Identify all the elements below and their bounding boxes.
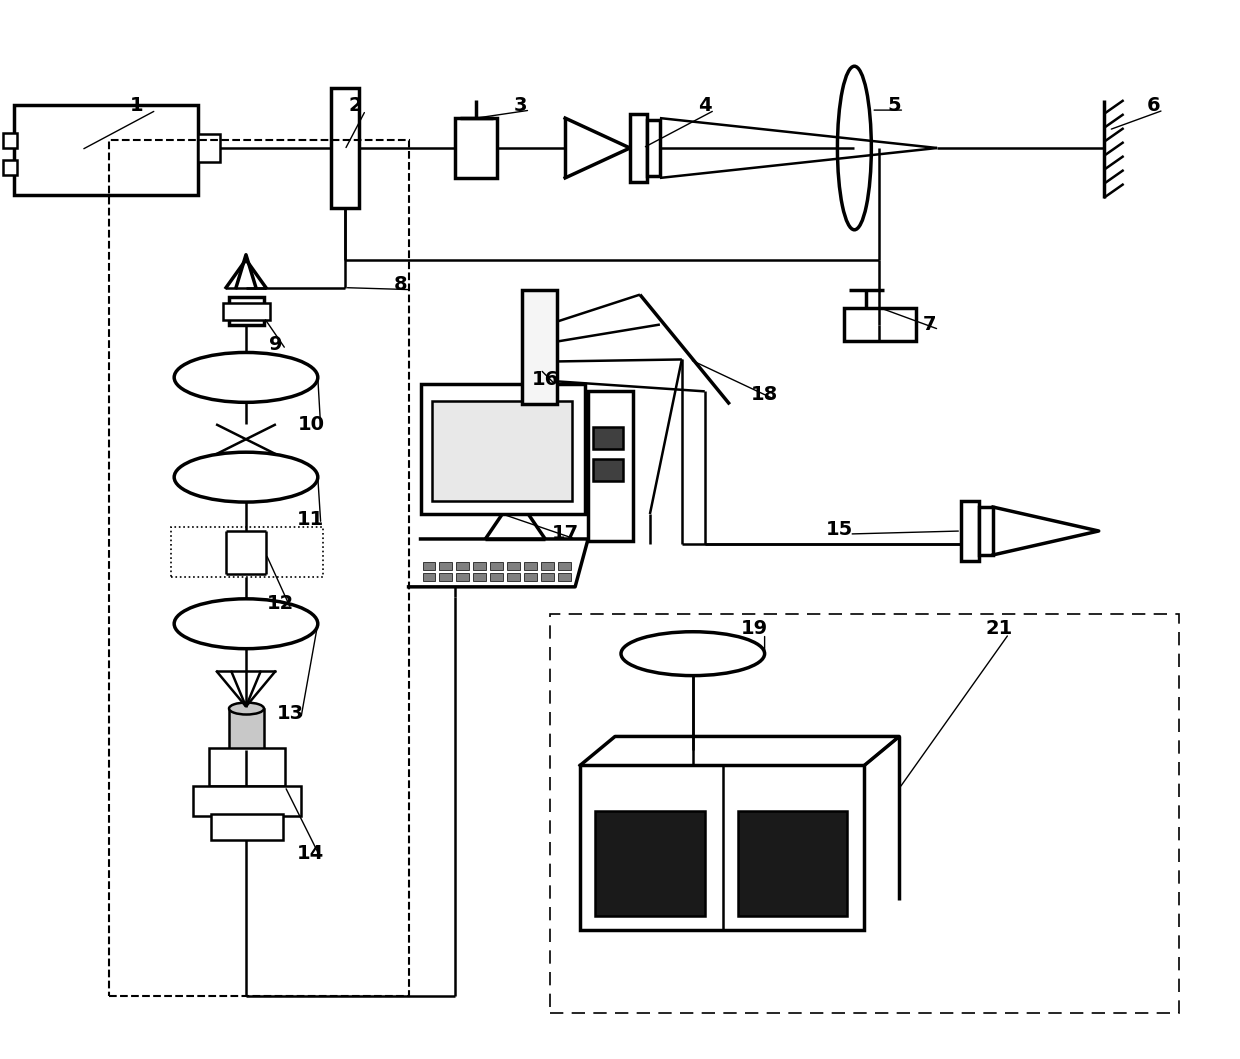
Ellipse shape — [229, 702, 264, 715]
Text: 3: 3 — [513, 95, 527, 114]
Text: 15: 15 — [826, 520, 853, 538]
Bar — [223, 303, 270, 320]
Bar — [439, 562, 453, 570]
Ellipse shape — [174, 598, 317, 649]
Bar — [2, 133, 16, 148]
Bar — [455, 119, 497, 178]
Bar — [490, 562, 503, 570]
Bar — [522, 289, 557, 405]
Bar — [647, 120, 660, 176]
Text: 17: 17 — [552, 524, 579, 543]
Text: 8: 8 — [394, 275, 408, 294]
Text: 21: 21 — [986, 620, 1013, 639]
Bar — [490, 573, 503, 581]
Text: 11: 11 — [298, 509, 325, 528]
Bar — [525, 573, 537, 581]
Bar — [171, 527, 322, 577]
Bar — [198, 134, 219, 162]
Bar — [229, 297, 264, 324]
Text: 18: 18 — [751, 384, 779, 403]
Bar — [541, 573, 554, 581]
Bar — [551, 614, 1178, 1012]
Bar — [593, 460, 622, 481]
Bar — [2, 160, 16, 175]
Text: 9: 9 — [269, 335, 283, 354]
Bar — [433, 401, 572, 501]
Text: 7: 7 — [923, 315, 936, 334]
Bar — [211, 814, 283, 840]
Bar — [844, 307, 916, 341]
Bar — [193, 787, 301, 816]
Bar — [630, 114, 647, 182]
Text: 4: 4 — [698, 95, 712, 114]
Bar — [456, 573, 470, 581]
Bar — [507, 573, 521, 581]
Bar — [14, 105, 198, 195]
Bar — [558, 573, 572, 581]
Ellipse shape — [174, 353, 317, 402]
Bar — [474, 562, 486, 570]
Bar — [423, 573, 435, 581]
Bar — [423, 562, 435, 570]
Bar — [738, 811, 847, 916]
Bar — [541, 562, 554, 570]
Text: 16: 16 — [532, 370, 559, 389]
Text: 2: 2 — [348, 95, 362, 114]
Bar — [593, 427, 622, 449]
Text: 13: 13 — [278, 704, 305, 723]
Text: 12: 12 — [268, 594, 295, 613]
Bar — [525, 562, 537, 570]
Ellipse shape — [621, 632, 765, 676]
Bar — [439, 573, 453, 581]
Text: 19: 19 — [742, 620, 769, 639]
Bar — [331, 88, 358, 208]
Bar — [229, 708, 264, 751]
Bar — [507, 562, 521, 570]
Text: 1: 1 — [129, 95, 143, 114]
Bar — [580, 766, 864, 930]
Bar — [210, 749, 285, 787]
Text: 14: 14 — [298, 844, 325, 863]
Bar — [961, 501, 980, 561]
Text: 6: 6 — [1147, 95, 1161, 114]
Bar — [474, 573, 486, 581]
Bar — [456, 562, 470, 570]
Ellipse shape — [174, 452, 317, 502]
Bar — [420, 384, 585, 514]
Bar — [558, 562, 572, 570]
Ellipse shape — [837, 67, 872, 230]
Text: 5: 5 — [888, 95, 901, 114]
Bar — [595, 811, 704, 916]
Bar — [109, 140, 408, 995]
Bar — [588, 392, 632, 541]
Text: 10: 10 — [298, 415, 325, 434]
Bar — [980, 507, 993, 555]
